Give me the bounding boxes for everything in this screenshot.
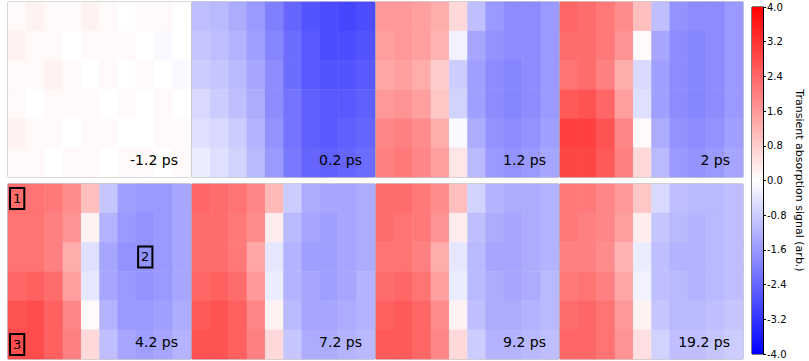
svg-text:4.0: 4.0 (767, 2, 783, 13)
svg-text:Transient absorption signal (a: Transient absorption signal (arb.) (793, 88, 806, 271)
svg-text:7.2 ps: 7.2 ps (319, 334, 362, 350)
svg-text:-1.2 ps: -1.2 ps (130, 152, 178, 168)
svg-text:1: 1 (13, 191, 21, 206)
svg-text:0.0: 0.0 (767, 175, 783, 186)
svg-text:0.8: 0.8 (767, 140, 783, 151)
svg-text:1.2 ps: 1.2 ps (503, 152, 546, 168)
svg-text:-0.8: -0.8 (767, 210, 787, 221)
svg-text:0.2 ps: 0.2 ps (319, 152, 362, 168)
svg-text:4.2 ps: 4.2 ps (135, 334, 178, 350)
svg-text:1.6: 1.6 (767, 106, 783, 117)
svg-text:-1.6: -1.6 (767, 244, 787, 255)
svg-text:-3.2: -3.2 (767, 314, 787, 325)
svg-text:-4.0: -4.0 (767, 349, 787, 360)
svg-text:9.2 ps: 9.2 ps (503, 334, 546, 350)
svg-text:2 ps: 2 ps (700, 152, 730, 168)
svg-text:2: 2 (141, 249, 149, 264)
svg-text:-2.4: -2.4 (767, 279, 787, 290)
svg-text:2.4: 2.4 (767, 71, 783, 82)
svg-text:3: 3 (13, 337, 21, 352)
svg-text:3.2: 3.2 (767, 36, 783, 47)
svg-text:19.2 ps: 19.2 ps (678, 334, 730, 350)
